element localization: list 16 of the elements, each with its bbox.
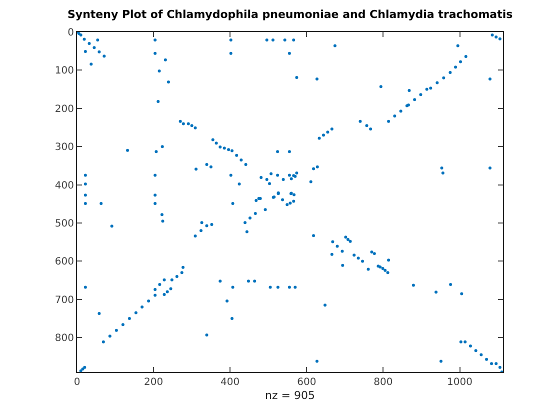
x-tick-label: 600 [297, 377, 316, 388]
x-tick-label: 1000 [447, 377, 472, 388]
y-tick-label: 300 [54, 142, 74, 154]
y-tick-label: 500 [54, 218, 74, 230]
x-tick-label: 800 [374, 377, 393, 388]
chart-title: Synteny Plot of Chlamydophila pneumoniae and Chlamydia trachomatis [67, 8, 514, 22]
x-tick-label: 200 [144, 377, 164, 388]
y-tick-label: 400 [54, 180, 74, 192]
y-tick-label: 200 [54, 104, 74, 115]
y-tick-label: 700 [54, 294, 74, 306]
y-tick-label: 100 [54, 66, 74, 77]
y-tick-label: 600 [54, 256, 74, 268]
y-tick-label: 0 [68, 28, 74, 38]
x-tick-label: 400 [220, 377, 240, 388]
x-axis-title: nz = 905 [265, 389, 315, 402]
y-tick-label: 800 [54, 333, 74, 344]
